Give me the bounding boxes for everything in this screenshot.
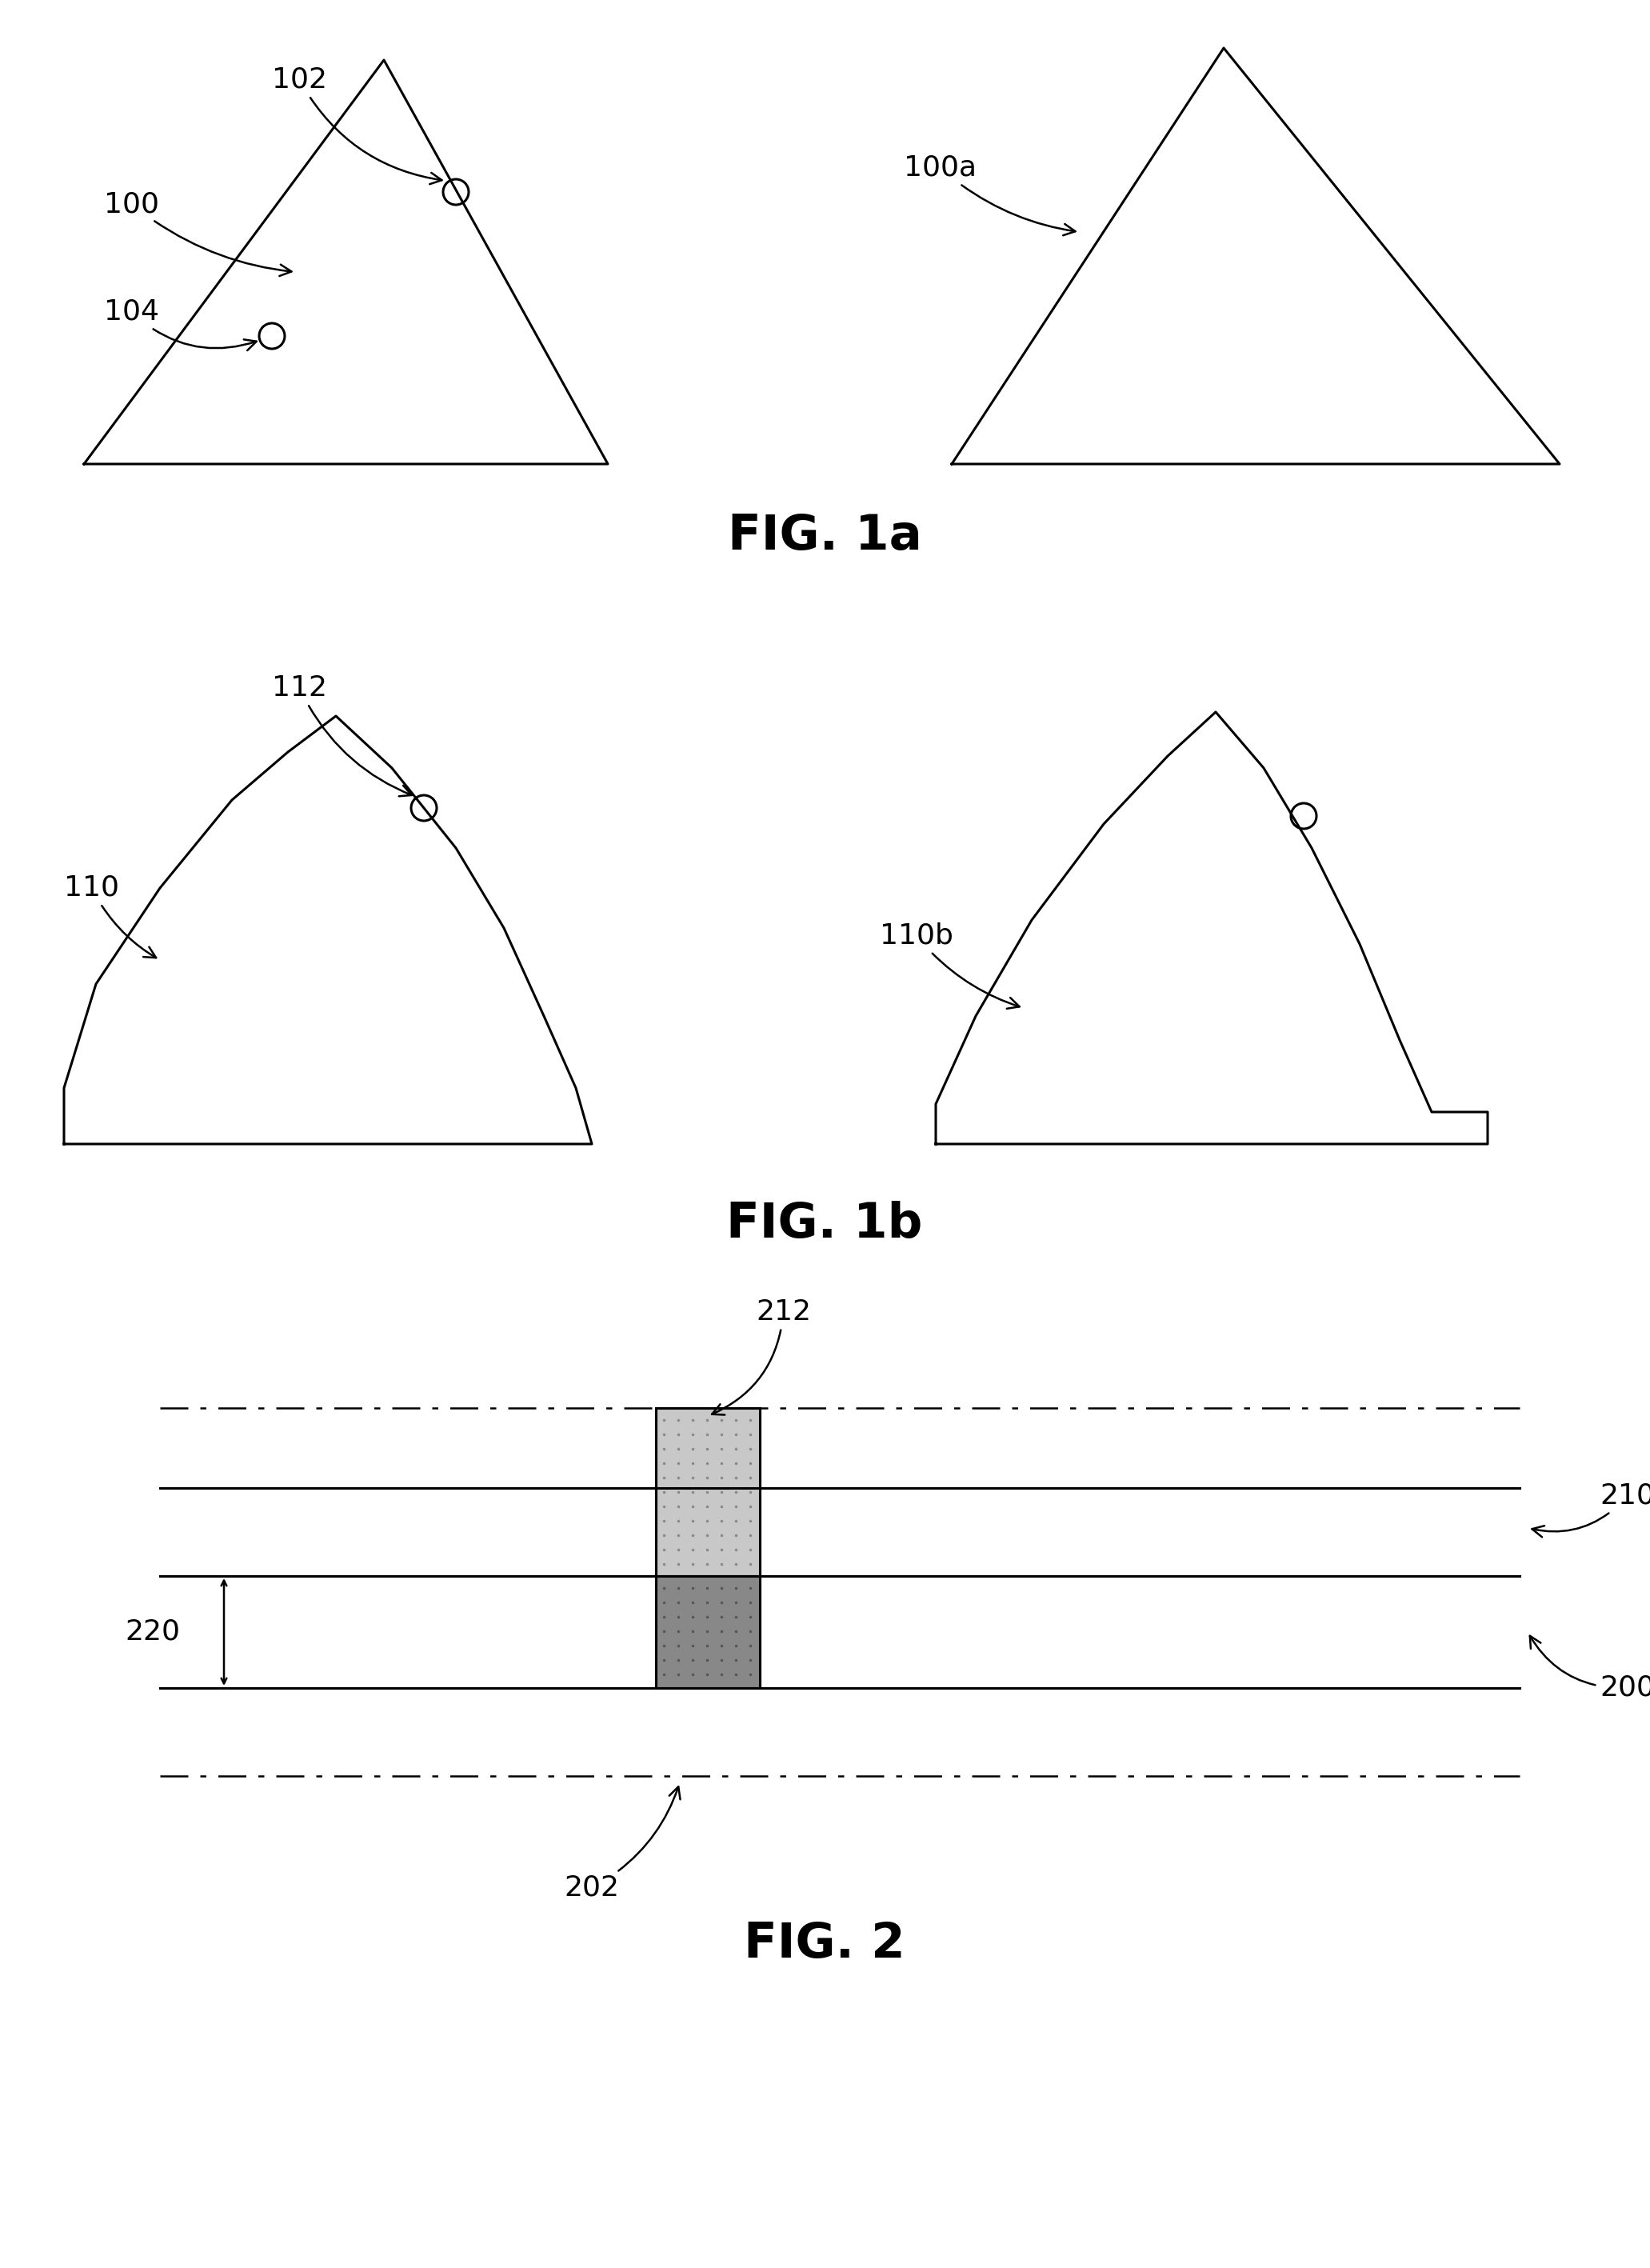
- Text: 200: 200: [1530, 1635, 1650, 1701]
- Text: 100a: 100a: [904, 154, 1076, 236]
- Bar: [655, 1576, 759, 1687]
- Text: 220: 220: [125, 1619, 180, 1647]
- Text: 202: 202: [564, 1787, 680, 1901]
- Text: FIG. 1a: FIG. 1a: [728, 513, 922, 560]
- Text: 102: 102: [272, 66, 442, 184]
- Text: 210: 210: [1531, 1483, 1650, 1538]
- Text: 104: 104: [104, 299, 256, 352]
- Bar: [655, 1408, 759, 1576]
- Text: 110b: 110b: [879, 923, 1020, 1009]
- Text: FIG. 1b: FIG. 1b: [726, 1200, 922, 1247]
- Text: 112: 112: [272, 674, 412, 796]
- Text: 110: 110: [64, 875, 157, 957]
- Text: 212: 212: [711, 1297, 812, 1415]
- Text: 100: 100: [104, 191, 292, 277]
- Text: FIG. 2: FIG. 2: [744, 1921, 906, 1969]
